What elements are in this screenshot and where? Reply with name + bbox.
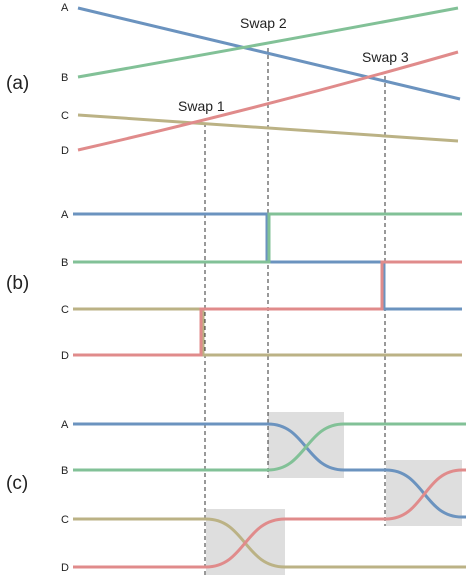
panel-label-b: (b) — [6, 273, 29, 294]
line-a-panel-c — [73, 422, 466, 519]
line-c-panel-a — [77, 113, 459, 143]
line-a-panel-a — [77, 6, 461, 101]
track-label-b-panel-c: B — [61, 465, 68, 477]
track-label-b-panel-a: B — [61, 72, 68, 84]
line-b-panel-a — [77, 6, 459, 79]
track-label-a-panel-c: A — [61, 419, 69, 431]
line-d-panel-b — [73, 260, 462, 357]
panel-label-a: (a) — [6, 73, 29, 94]
panel-a: A B C D (a) Swap 1 Swap 2 Swap 3 — [6, 2, 461, 157]
track-label-a-panel-b: A — [61, 209, 69, 221]
swap-1-label: Swap 1 — [178, 98, 225, 114]
panel-b: A B C D (b) — [6, 209, 462, 362]
track-label-b-panel-b: B — [61, 257, 68, 269]
track-label-d-panel-a: D — [61, 145, 69, 157]
swap-2-label: Swap 2 — [240, 15, 287, 31]
swap-3-label: Swap 3 — [362, 49, 409, 65]
line-d-panel-c — [73, 468, 466, 569]
line-a-panel-b — [73, 212, 462, 311]
panel-label-c: (c) — [6, 473, 28, 494]
line-c-panel-b — [73, 307, 462, 357]
track-label-a-panel-a: A — [61, 2, 69, 14]
track-label-c-panel-a: C — [61, 110, 69, 122]
track-label-d-panel-b: D — [61, 350, 69, 362]
line-b-panel-b — [73, 212, 462, 264]
track-label-d-panel-c: D — [61, 562, 69, 574]
track-label-c-panel-b: C — [61, 304, 69, 316]
track-label-c-panel-c: C — [61, 514, 69, 526]
panel-c: A B C D (c) — [6, 419, 466, 574]
line-b-panel-c — [73, 422, 466, 472]
line-d-panel-a — [77, 50, 459, 152]
